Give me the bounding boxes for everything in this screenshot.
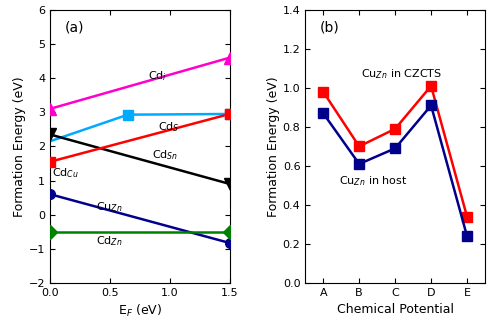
Text: (a): (a) — [64, 21, 84, 35]
X-axis label: Chemical Potential: Chemical Potential — [336, 303, 454, 316]
Text: Cu$_{Zn}$: Cu$_{Zn}$ — [96, 200, 122, 214]
Text: Cu$_{Zn}$ in CZCTS: Cu$_{Zn}$ in CZCTS — [361, 67, 442, 81]
Text: Cd$_S$: Cd$_S$ — [158, 120, 180, 134]
Text: Cd$_{Cu}$: Cd$_{Cu}$ — [52, 166, 80, 180]
Text: Cu$_{Zn}$ in host: Cu$_{Zn}$ in host — [340, 175, 408, 189]
Y-axis label: Formation Energy (eV): Formation Energy (eV) — [267, 76, 280, 217]
Text: Cd$_{Zn}$: Cd$_{Zn}$ — [96, 234, 122, 248]
Text: Cd$_{Sn}$: Cd$_{Sn}$ — [152, 148, 178, 162]
X-axis label: E$_F$ (eV): E$_F$ (eV) — [118, 303, 162, 319]
Text: Cd$_i$: Cd$_i$ — [148, 69, 168, 83]
Y-axis label: Formation Energy (eV): Formation Energy (eV) — [13, 76, 26, 217]
Text: (b): (b) — [320, 21, 340, 35]
